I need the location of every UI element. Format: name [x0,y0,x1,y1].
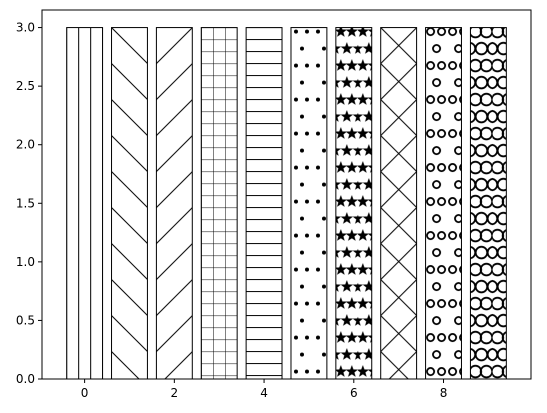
bar-hatch [335,27,373,380]
x-tick-label: 2 [171,386,179,400]
bar [425,27,462,380]
y-tick-label: 2.0 [16,138,35,152]
bar [290,27,328,380]
bar-hatch [290,27,328,380]
bar-hatch [155,27,193,380]
bar-hatch [380,27,418,380]
bar [335,27,373,380]
bar [155,27,193,380]
x-tick-label: 8 [440,386,448,400]
y-tick-label: 0.5 [16,313,35,327]
bar [380,27,418,380]
bar-hatch [469,27,507,380]
bar [245,27,283,380]
x-tick-label: 0 [81,386,89,400]
bar-hatch [245,27,283,380]
bars-group [66,27,507,380]
bar-hatch [200,27,238,380]
axes-frame [41,9,532,380]
bar [200,27,238,380]
y-tick-label: 0.0 [16,372,35,386]
y-tick-label: 2.5 [16,79,35,93]
y-axis: 0.0 0.5 1.0 1.5 2.0 2.5 3.0 [16,21,42,386]
bar-hatch [66,27,104,380]
y-tick-label: 3.0 [16,21,35,35]
x-tick-label: 4 [260,386,268,400]
bar-hatch [111,27,148,380]
bar-hatch [425,27,462,380]
y-tick-label: 1.5 [16,196,35,210]
x-tick-label: 6 [350,386,358,400]
bar [66,27,104,380]
x-axis: 0 2 4 6 8 [81,379,448,400]
bar [111,27,148,380]
bar [469,27,507,380]
y-tick-label: 1.0 [16,255,35,269]
